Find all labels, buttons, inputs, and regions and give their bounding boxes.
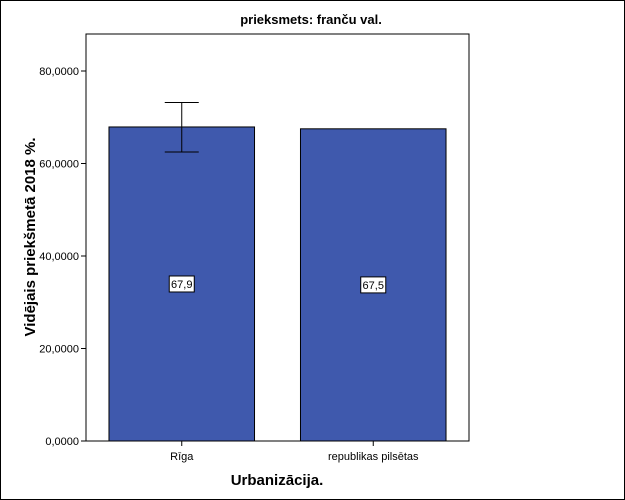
y-tick-label: 40,0000 xyxy=(39,251,79,263)
chart-title: prieksmets: franču val. xyxy=(240,12,382,27)
x-axis: Rīga republikas pilsētas xyxy=(170,441,419,463)
data-label-box xyxy=(168,275,195,293)
x-axis-title: Urbanizācija. xyxy=(231,472,324,489)
y-tick-label: 80,0000 xyxy=(39,66,79,78)
data-label: 67,9 xyxy=(171,279,192,291)
y-axis-title: Vidējais priekšmetā 2018 %. xyxy=(22,137,39,336)
data-label-box xyxy=(360,276,387,294)
y-tick-label: 20,0000 xyxy=(39,344,79,356)
x-tick-label: Rīga xyxy=(170,451,194,463)
y-axis: 0,0000 20,0000 40,0000 60,0000 80,0000 xyxy=(39,66,86,448)
x-tick-label: republikas pilsētas xyxy=(328,451,419,463)
y-tick-label: 60,0000 xyxy=(39,159,79,171)
data-label: 67,5 xyxy=(363,280,384,292)
bars: 67,9 67,5 xyxy=(108,101,447,442)
y-tick-label: 0,0000 xyxy=(45,436,79,448)
